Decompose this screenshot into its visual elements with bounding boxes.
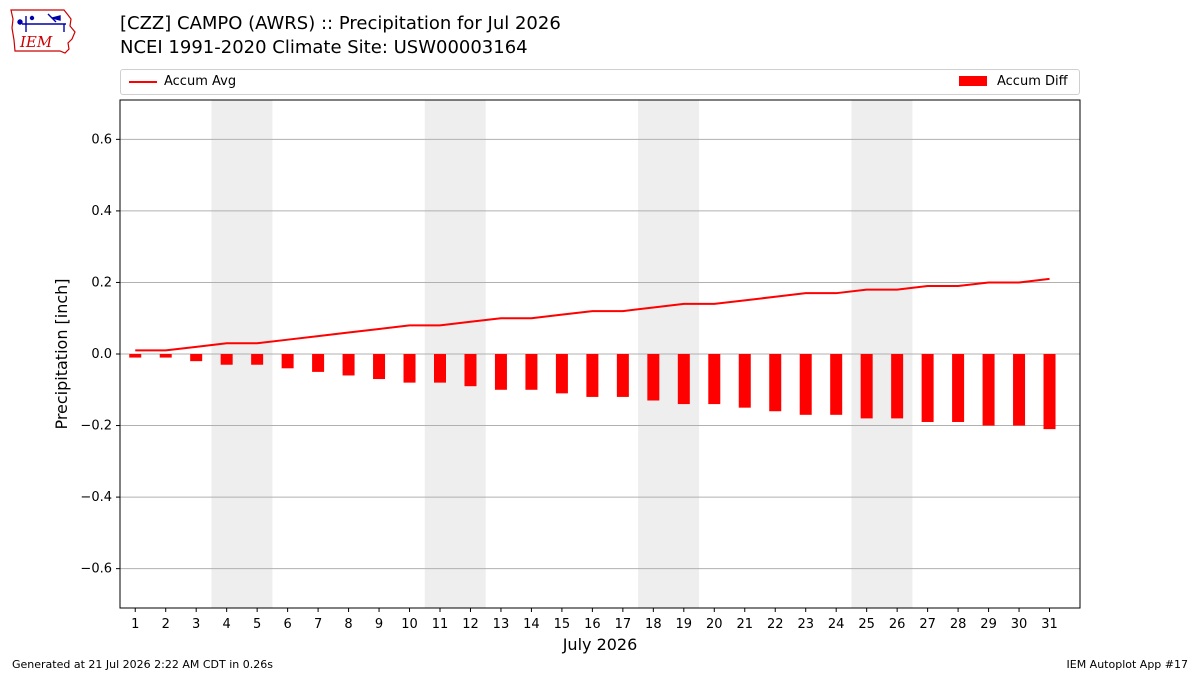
x-tick-label: 4 xyxy=(223,617,231,632)
bar xyxy=(769,354,782,412)
x-tick-label: 8 xyxy=(344,617,352,632)
bar xyxy=(373,354,386,380)
x-tick-label: 3 xyxy=(192,617,200,632)
y-tick-label: 0.6 xyxy=(91,132,112,147)
chart-subtitle: NCEI 1991-2020 Climate Site: USW00003164 xyxy=(120,37,528,58)
y-tick-label: −0.4 xyxy=(80,490,112,505)
bar xyxy=(921,354,934,422)
y-tick-label: 0.4 xyxy=(91,204,112,219)
bar xyxy=(891,354,904,419)
bar xyxy=(860,354,873,419)
x-tick-label: 19 xyxy=(676,617,693,632)
x-tick-label: 7 xyxy=(314,617,322,632)
x-tick-label: 14 xyxy=(523,617,540,632)
bar xyxy=(464,354,477,387)
x-tick-label: 11 xyxy=(432,617,449,632)
bar xyxy=(982,354,995,426)
line-series-accum-avg xyxy=(135,277,1050,352)
bar xyxy=(1043,354,1056,430)
bar xyxy=(190,354,203,362)
x-tick-label: 13 xyxy=(493,617,510,632)
logo-text: IEM xyxy=(19,33,53,51)
x-tick-label: 2 xyxy=(162,617,170,632)
y-tick-label: 0.0 xyxy=(91,347,112,362)
x-tick-label: 10 xyxy=(401,617,418,632)
x-tick-label: 23 xyxy=(797,617,814,632)
bar xyxy=(1013,354,1026,426)
x-tick-label: 28 xyxy=(950,617,967,632)
x-tick-label: 1 xyxy=(131,617,139,632)
legend: Accum Avg Accum Diff xyxy=(120,69,1080,95)
x-tick-label: 17 xyxy=(615,617,632,632)
bar xyxy=(159,354,172,358)
legend-bar-swatch xyxy=(959,76,987,86)
x-axis-label: July 2026 xyxy=(562,635,638,654)
bar xyxy=(434,354,446,383)
bar xyxy=(586,354,599,397)
x-tick-label: 9 xyxy=(375,617,383,632)
bar xyxy=(525,354,538,390)
bar xyxy=(708,354,721,405)
bar xyxy=(738,354,751,408)
x-tick-label: 5 xyxy=(253,617,261,632)
weather-station-icon xyxy=(17,13,66,32)
y-tick-label: −0.2 xyxy=(80,419,112,434)
bar xyxy=(494,354,507,390)
x-tick-label: 26 xyxy=(889,617,906,632)
bar xyxy=(281,354,294,369)
bar xyxy=(555,354,568,394)
bar xyxy=(647,354,660,401)
x-tick-label: 27 xyxy=(919,617,936,632)
x-tick-label: 31 xyxy=(1041,617,1058,632)
bar xyxy=(799,354,812,415)
x-tick-label: 15 xyxy=(554,617,571,632)
iem-logo: IEM xyxy=(10,9,76,54)
x-tick-label: 29 xyxy=(980,617,997,632)
bar xyxy=(220,354,233,365)
y-tick-label: −0.6 xyxy=(80,562,112,577)
legend-line-swatch xyxy=(129,81,157,83)
bar xyxy=(342,354,355,376)
x-tick-label: 22 xyxy=(767,617,784,632)
x-tick-label: 12 xyxy=(462,617,479,632)
generated-timestamp: Generated at 21 Jul 2026 2:22 AM CDT in … xyxy=(12,658,273,671)
x-tick-label: 20 xyxy=(706,617,723,632)
legend-label-accum-avg: Accum Avg xyxy=(164,74,237,89)
bar xyxy=(251,354,264,365)
iowa-state-outline xyxy=(10,9,76,54)
y-tick-label: 0.2 xyxy=(91,275,112,290)
app-label: IEM Autoplot App #17 xyxy=(1066,658,1189,671)
x-tick-label: 24 xyxy=(828,617,845,632)
bar xyxy=(677,354,690,405)
chart-title: [CZZ] CAMPO (AWRS) :: Precipitation for … xyxy=(120,13,561,34)
bar xyxy=(952,354,965,422)
x-tick-label: 21 xyxy=(736,617,753,632)
bar xyxy=(403,354,416,383)
bar xyxy=(830,354,843,415)
legend-label-accum-diff: Accum Diff xyxy=(997,74,1068,89)
bar xyxy=(129,354,142,358)
x-tick-label: 30 xyxy=(1011,617,1028,632)
bar xyxy=(312,354,325,372)
x-tick-label: 25 xyxy=(858,617,875,632)
bar xyxy=(616,354,629,397)
x-tick-label: 18 xyxy=(645,617,662,632)
x-tick-label: 6 xyxy=(283,617,291,632)
y-axis-label: Precipitation [inch] xyxy=(52,278,71,429)
x-tick-label: 16 xyxy=(584,617,601,632)
